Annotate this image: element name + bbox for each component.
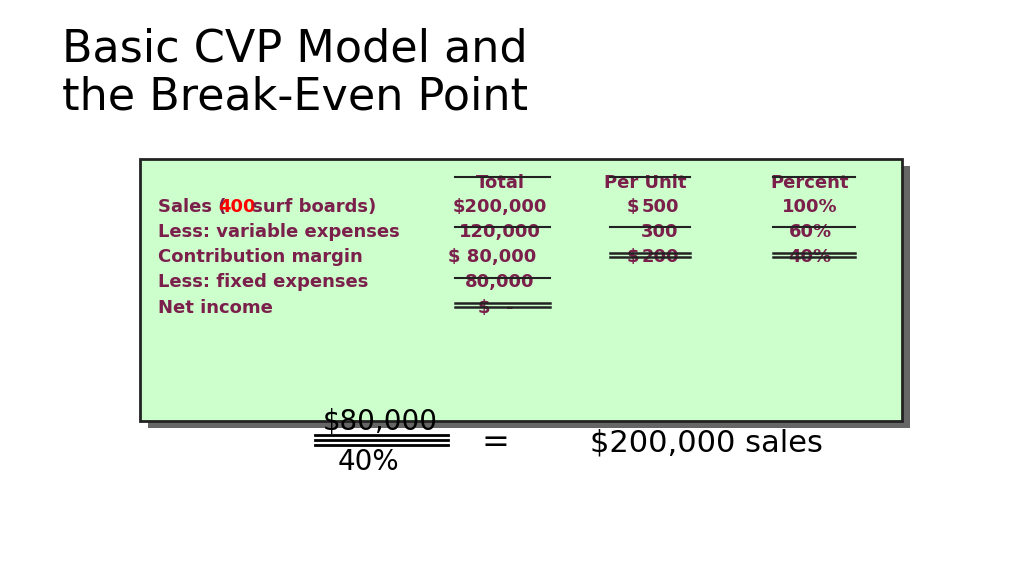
Text: 120,000: 120,000 [459,223,541,241]
FancyBboxPatch shape [140,159,902,421]
Text: 40%: 40% [788,248,831,266]
Text: Net income: Net income [158,299,272,317]
Text: $200,000 sales: $200,000 sales [590,429,823,457]
Text: =: = [481,426,509,460]
Text: $ 80,000: $ 80,000 [447,248,537,266]
Text: 40%: 40% [337,448,398,476]
Text: $: $ [627,198,640,216]
Text: Per Unit: Per Unit [604,174,686,192]
Text: 200: 200 [641,248,679,266]
Text: surf boards): surf boards) [246,198,376,216]
Text: Less: variable expenses: Less: variable expenses [158,223,399,241]
Text: Basic CVP Model and: Basic CVP Model and [62,28,527,71]
Text: $: $ [478,299,490,317]
Text: -: - [506,299,514,317]
Text: Total: Total [475,174,524,192]
Text: 60%: 60% [788,223,831,241]
FancyBboxPatch shape [148,166,910,428]
Text: 100%: 100% [782,198,838,216]
Text: Sales (: Sales ( [158,198,226,216]
Text: 500: 500 [641,198,679,216]
Text: 400: 400 [218,198,256,216]
Text: $: $ [627,248,640,266]
Text: 80,000: 80,000 [465,273,535,291]
Text: the Break-Even Point: the Break-Even Point [62,76,528,119]
Text: $80,000: $80,000 [323,408,437,436]
Text: $200,000: $200,000 [453,198,547,216]
Text: Less: fixed expenses: Less: fixed expenses [158,273,369,291]
Text: 300: 300 [641,223,679,241]
Text: Contribution margin: Contribution margin [158,248,362,266]
Text: Percent: Percent [771,174,849,192]
